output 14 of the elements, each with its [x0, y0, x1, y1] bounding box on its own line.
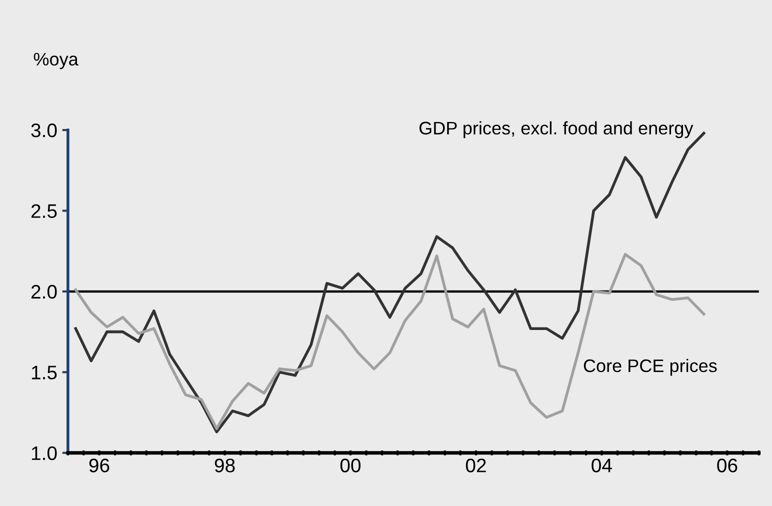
x-tick-label: 96	[89, 458, 110, 472]
x-tick-label: 00	[340, 458, 361, 472]
x-tick-label: 06	[717, 458, 738, 472]
x-tick-label: 02	[466, 458, 486, 472]
y-tick-label: 3.0	[31, 124, 57, 138]
series-label: Core PCE prices	[584, 358, 717, 376]
y-tick-label: 2.5	[31, 204, 57, 218]
y-axis-title: %oya	[34, 52, 78, 70]
x-tick-label: 98	[214, 458, 235, 472]
series-label: GDP prices, excl. food and energy	[419, 121, 694, 138]
x-tick-label: 04	[592, 458, 612, 472]
y-tick-label: 1.5	[32, 366, 57, 380]
y-tick-label: 1.0	[32, 446, 57, 460]
y-tick-label: 2.0	[31, 284, 57, 299]
